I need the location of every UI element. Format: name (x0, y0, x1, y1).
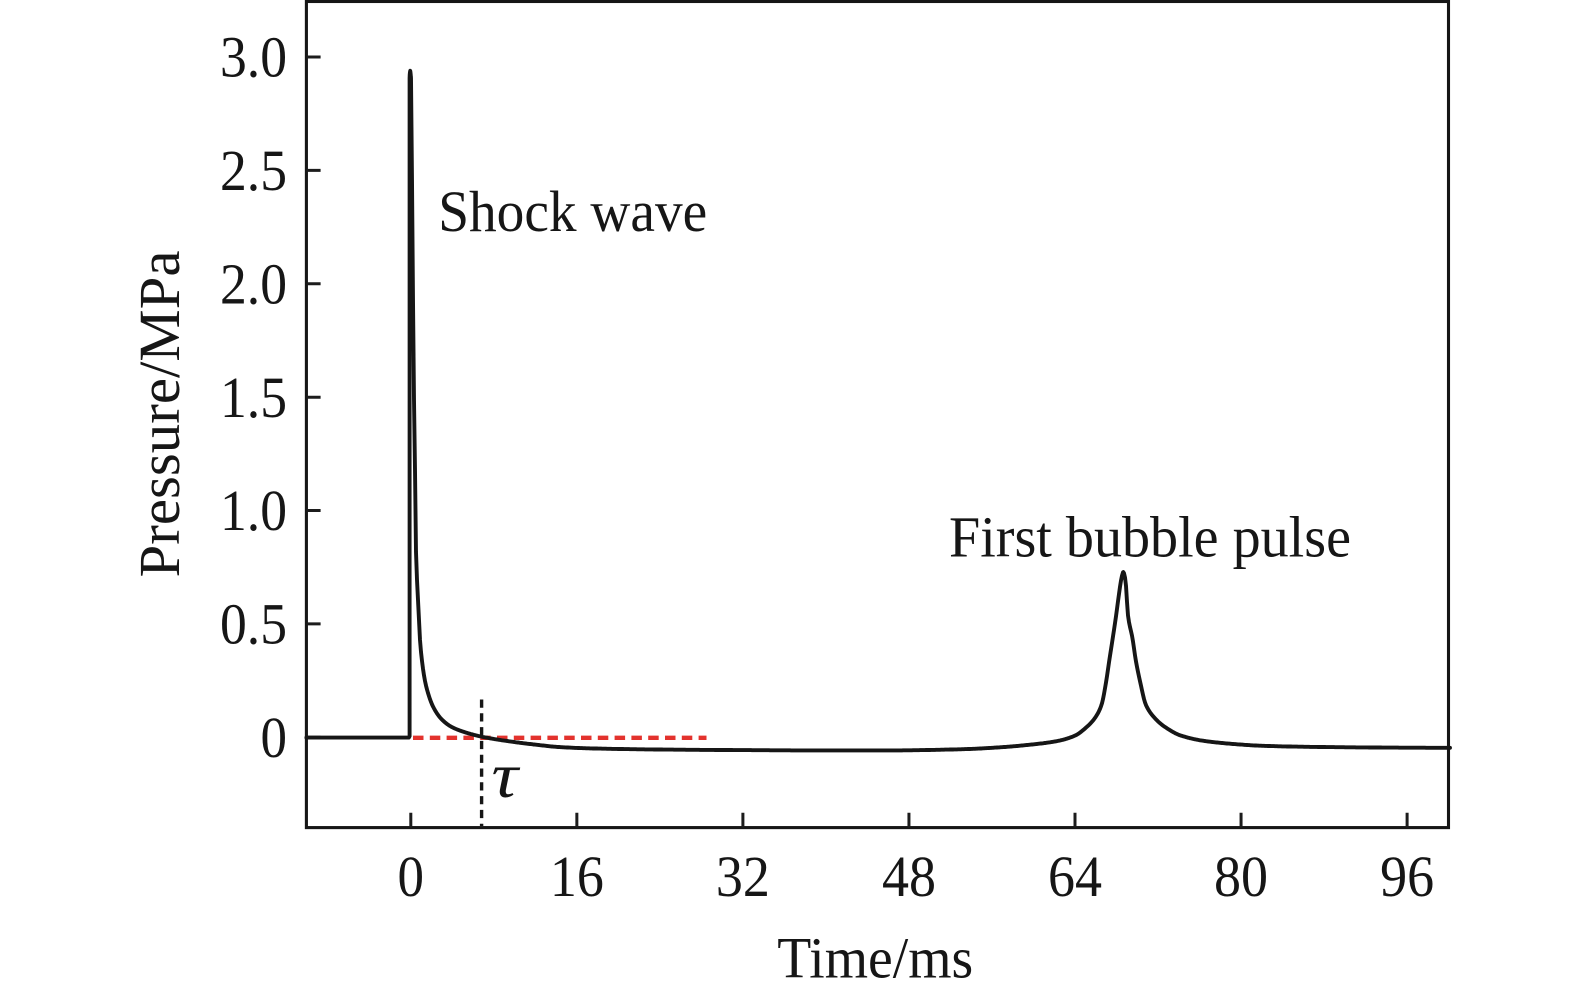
svg-text:1.0: 1.0 (220, 478, 287, 543)
svg-text:First bubble pulse: First bubble pulse (949, 505, 1351, 570)
svg-text:Shock wave: Shock wave (438, 179, 707, 244)
svg-text:64: 64 (1048, 844, 1102, 909)
svg-text:3.0: 3.0 (220, 25, 287, 90)
svg-text:Time/ms: Time/ms (777, 926, 973, 991)
svg-text:τ: τ (492, 740, 521, 811)
svg-text:48: 48 (882, 844, 936, 909)
svg-text:2.0: 2.0 (220, 251, 287, 316)
svg-text:96: 96 (1380, 844, 1434, 909)
svg-text:80: 80 (1214, 844, 1268, 909)
svg-text:0.5: 0.5 (220, 592, 287, 657)
svg-text:2.5: 2.5 (220, 138, 287, 203)
svg-text:Pressure/MPa: Pressure/MPa (127, 251, 192, 578)
svg-text:32: 32 (716, 844, 770, 909)
svg-text:1.5: 1.5 (220, 365, 287, 430)
svg-text:0: 0 (261, 705, 288, 770)
svg-text:16: 16 (550, 844, 604, 909)
svg-text:0: 0 (398, 844, 425, 909)
